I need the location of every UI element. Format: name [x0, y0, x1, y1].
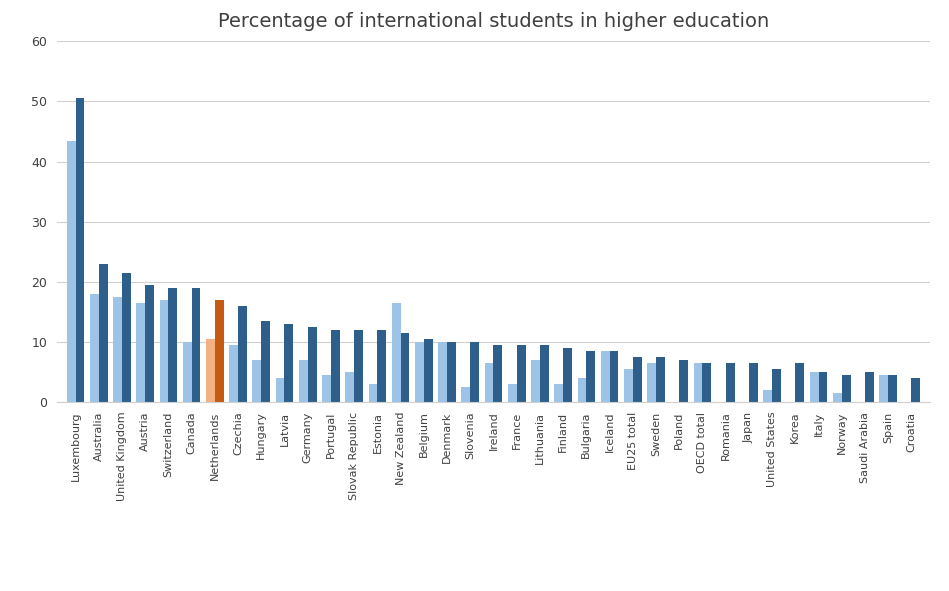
Bar: [540, 345, 549, 402]
Bar: [493, 345, 502, 402]
Bar: [880, 375, 888, 402]
Bar: [842, 375, 850, 402]
Bar: [749, 363, 757, 402]
Bar: [833, 393, 842, 402]
Bar: [168, 288, 177, 402]
Bar: [99, 264, 107, 402]
Bar: [809, 372, 819, 402]
Bar: [485, 363, 493, 402]
Bar: [563, 348, 572, 402]
Bar: [214, 300, 224, 402]
Bar: [471, 342, 479, 402]
Bar: [586, 351, 595, 402]
Bar: [694, 363, 702, 402]
Bar: [656, 357, 665, 402]
Bar: [392, 303, 400, 402]
Bar: [702, 363, 712, 402]
Bar: [90, 294, 99, 402]
Bar: [400, 333, 409, 402]
Bar: [192, 288, 200, 402]
Bar: [633, 357, 642, 402]
Bar: [76, 99, 84, 402]
Bar: [275, 378, 285, 402]
Bar: [252, 360, 261, 402]
Bar: [285, 324, 293, 402]
Bar: [113, 297, 122, 402]
Bar: [331, 330, 340, 402]
Bar: [447, 342, 456, 402]
Bar: [508, 384, 516, 402]
Bar: [354, 330, 363, 402]
Bar: [261, 321, 270, 402]
Bar: [137, 303, 145, 402]
Bar: [183, 342, 192, 402]
Bar: [461, 387, 471, 402]
Bar: [609, 351, 619, 402]
Bar: [122, 272, 131, 402]
Bar: [378, 330, 386, 402]
Bar: [578, 378, 586, 402]
Bar: [888, 375, 897, 402]
Bar: [230, 345, 238, 402]
Bar: [624, 369, 633, 402]
Bar: [795, 363, 804, 402]
Bar: [424, 339, 433, 402]
Bar: [516, 345, 526, 402]
Title: Percentage of international students in higher education: Percentage of international students in …: [218, 12, 769, 31]
Bar: [368, 384, 378, 402]
Bar: [238, 306, 247, 402]
Bar: [415, 342, 424, 402]
Bar: [726, 363, 735, 402]
Bar: [206, 339, 214, 402]
Bar: [531, 360, 540, 402]
Bar: [763, 390, 772, 402]
Bar: [159, 300, 168, 402]
Bar: [865, 372, 874, 402]
Bar: [438, 342, 447, 402]
Bar: [299, 360, 307, 402]
Bar: [307, 327, 317, 402]
Bar: [322, 375, 331, 402]
Bar: [601, 351, 609, 402]
Bar: [772, 369, 781, 402]
Bar: [554, 384, 563, 402]
Bar: [819, 372, 828, 402]
Bar: [911, 378, 921, 402]
Bar: [345, 372, 354, 402]
Bar: [679, 360, 688, 402]
Bar: [647, 363, 656, 402]
Bar: [145, 285, 154, 402]
Bar: [66, 141, 76, 402]
